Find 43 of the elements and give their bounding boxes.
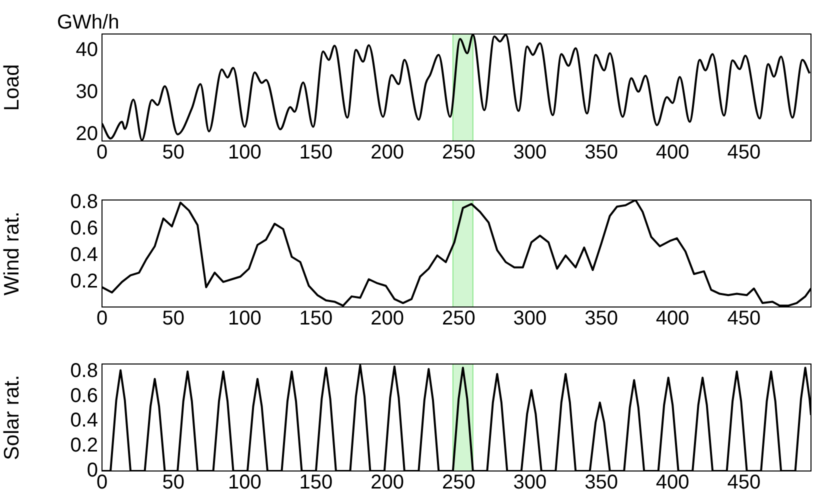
x-tick-label: 100 [228,142,262,164]
x-tick-label: 200 [370,142,404,164]
x-tick-label: 50 [162,142,184,164]
text: GWh/h [57,12,120,34]
x-tick-label: 450 [727,142,761,164]
x-tick-label: 50 [162,308,184,330]
x-tick-label: 300 [513,308,547,330]
y-axis-title: Wind rat. [0,211,24,296]
x-tick-label: 250 [442,308,476,330]
x-tick-label: 100 [228,472,262,494]
y-tick-label: 40 [76,39,98,62]
x-tick-label: 150 [299,142,333,164]
x-tick-label: 300 [513,472,547,494]
x-tick-label: 100 [228,308,262,330]
x-tick-label: 150 [299,308,333,330]
y-tick-label: 0.4 [70,244,98,266]
x-tick-label: 350 [584,472,618,494]
y-tick-label: 0.2 [70,434,98,457]
y-tick-label: 0.6 [70,384,98,407]
y-tick-label: 0.2 [70,270,98,292]
x-tick-label: 400 [656,142,690,164]
y-tick-label: 0.8 [70,360,98,382]
line-series [102,34,811,141]
y-axis-title: Solar rat. [0,374,24,460]
x-tick-label: 350 [584,142,618,164]
x-tick-label: 150 [299,472,333,494]
y-tick-label: 0.8 [70,191,98,214]
x-tick-label: 200 [370,308,404,330]
x-tick-label: 200 [370,472,404,494]
x-tick-label: 350 [584,308,618,330]
y-axis-title: Load [0,64,24,111]
x-tick-label: 250 [442,142,476,164]
x-tick-label: 450 [727,308,761,330]
x-tick-label: 50 [162,472,184,494]
x-tick-label: 400 [656,308,690,330]
y-tick-label: 0.6 [70,218,98,240]
y-tick-label: 20 [76,122,98,145]
x-tick-label: 450 [727,472,761,494]
y-tick-label: 0.4 [70,410,98,432]
x-tick-label: 400 [656,472,690,494]
y-tick-label: 30 [76,81,98,104]
x-tick-label: 300 [513,142,547,164]
x-tick-label: 250 [442,472,476,494]
